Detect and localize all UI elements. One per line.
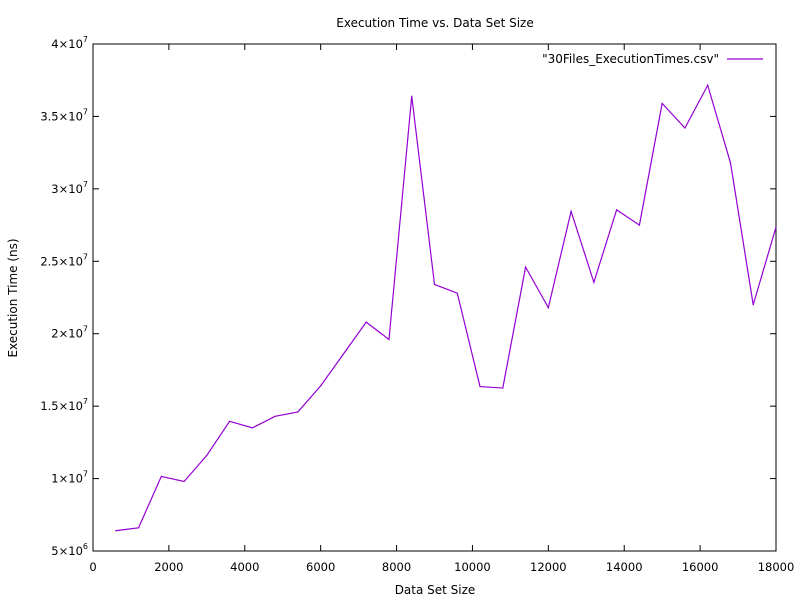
y-tick-label: 3×107 [51, 180, 88, 196]
y-tick-exponent: 7 [83, 397, 88, 406]
y-tick-base: ×10 [59, 254, 83, 268]
x-tick-label: 16000 [682, 560, 719, 574]
x-tick-label: 10000 [454, 560, 491, 574]
data-point [502, 387, 504, 389]
data-point [160, 475, 162, 477]
series-line-0 [115, 83, 777, 532]
data-point [388, 338, 390, 341]
y-tick-base: ×10 [59, 399, 83, 413]
y-tick-mantissa: 3.5 [40, 109, 58, 123]
y-tick-base: ×10 [59, 182, 83, 196]
data-point [183, 480, 185, 483]
x-tick-label: 2000 [154, 560, 183, 574]
x-tick-label: 14000 [606, 560, 643, 574]
y-tick-mantissa: 5 [51, 544, 58, 558]
x-tick-label: 0 [89, 560, 96, 574]
y-tick-label: 2×107 [51, 325, 88, 341]
y-axis-label: Execution Time (ns) [6, 238, 20, 357]
data-point [297, 411, 299, 413]
data-point [342, 353, 345, 355]
y-tick-exponent: 7 [83, 35, 88, 44]
data-point [729, 162, 732, 164]
data-point [616, 209, 618, 211]
y-tick-label: 4×107 [51, 35, 88, 51]
x-tick-label: 6000 [306, 560, 335, 574]
y-tick-exponent: 7 [83, 252, 88, 261]
y-tick-base: ×10 [59, 544, 83, 558]
y-tick-label: 1.5×107 [40, 397, 88, 413]
data-point [456, 292, 458, 294]
x-tick-label: 8000 [382, 560, 411, 574]
plot-border [92, 43, 777, 552]
chart-title: Execution Time vs. Data Set Size [336, 16, 533, 30]
data-point [775, 226, 777, 228]
data-point [638, 224, 641, 226]
data-point [251, 427, 253, 429]
x-tick-label: 4000 [230, 560, 259, 574]
y-tick-exponent: 7 [83, 180, 88, 189]
y-tick-exponent: 6 [83, 542, 88, 551]
y-tick-base: ×10 [59, 109, 83, 123]
legend: "30Files_ExecutionTimes.csv" [542, 52, 763, 66]
y-tick-base: ×10 [59, 37, 83, 51]
data-point [206, 454, 208, 456]
data-point [593, 281, 595, 283]
data-point [684, 127, 686, 129]
data-point [229, 420, 231, 422]
y-tick-label: 5×106 [51, 542, 88, 558]
y-tick-mantissa: 1.5 [40, 399, 58, 413]
data-point [115, 530, 117, 532]
data-point [547, 307, 549, 309]
y-tick-mantissa: 4 [51, 37, 58, 51]
data-point [479, 385, 481, 388]
data-point [137, 527, 140, 529]
y-tick-mantissa: 3 [51, 182, 58, 196]
data-point [707, 84, 709, 86]
legend-series-label: "30Files_ExecutionTimes.csv" [542, 52, 719, 66]
data-point [320, 385, 322, 387]
data-point [274, 415, 276, 417]
data-point [365, 321, 367, 323]
y-tick-mantissa: 2.5 [40, 254, 58, 268]
y-tick-mantissa: 2 [51, 327, 58, 341]
y-tick-exponent: 7 [83, 325, 88, 334]
y-tick-exponent: 7 [83, 470, 88, 479]
data-point [524, 266, 527, 268]
data-point [411, 95, 413, 97]
y-tick-label: 1×107 [51, 470, 88, 486]
x-tick-label: 12000 [530, 560, 567, 574]
y-tick-base: ×10 [59, 472, 83, 486]
x-axis-label: Data Set Size [395, 583, 476, 597]
data-point [570, 210, 572, 212]
y-tick-base: ×10 [59, 327, 83, 341]
y-tick-exponent: 7 [83, 107, 88, 116]
y-tick-mantissa: 1 [51, 472, 58, 486]
data-point [752, 304, 754, 306]
y-tick-label: 2.5×107 [40, 252, 88, 268]
y-tick-label: 3.5×107 [40, 107, 88, 123]
data-point [661, 102, 663, 104]
x-tick-label: 18000 [758, 560, 795, 574]
data-point [433, 283, 436, 286]
